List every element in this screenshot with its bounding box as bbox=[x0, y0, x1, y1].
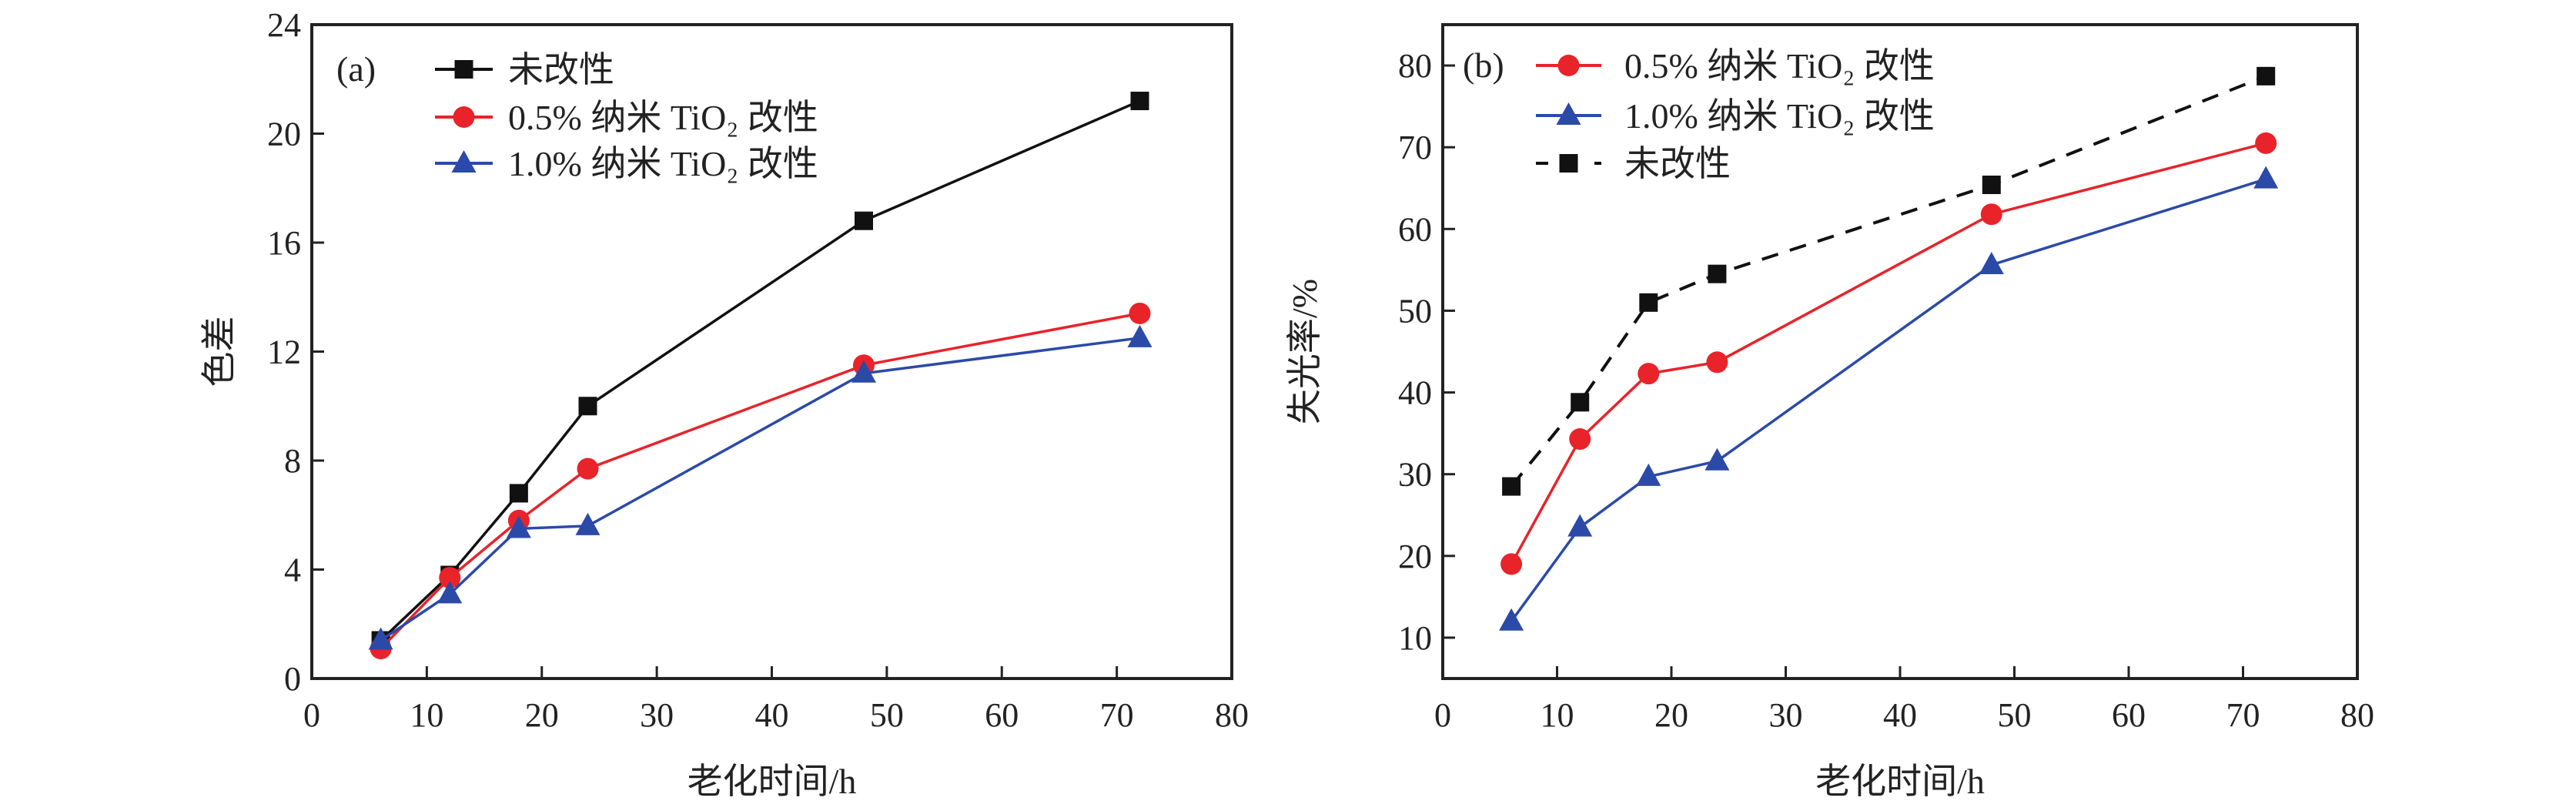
x-tick-label: 0 bbox=[1434, 696, 1451, 734]
legend-marker bbox=[453, 106, 475, 128]
x-tick-label: 50 bbox=[870, 696, 904, 734]
y-tick-label: 20 bbox=[1398, 538, 1432, 575]
legend-label: 1.0% 纳米 TiO₂ 改性 bbox=[508, 144, 818, 183]
data-point bbox=[851, 360, 876, 383]
x-tick-label: 20 bbox=[525, 696, 559, 734]
series-1 bbox=[1499, 166, 2279, 631]
y-tick-label: 40 bbox=[1398, 374, 1432, 412]
data-point bbox=[439, 567, 461, 589]
legend-label: 未改性 bbox=[508, 50, 614, 89]
data-point bbox=[1569, 428, 1591, 451]
series-line bbox=[1510, 177, 2267, 622]
y-tick-label: 20 bbox=[267, 116, 301, 153]
y-tick-label: 70 bbox=[1398, 129, 1432, 166]
legend-marker bbox=[454, 60, 473, 79]
y-tick-label: 10 bbox=[1398, 619, 1432, 657]
x-tick-label: 80 bbox=[1215, 696, 1249, 734]
y-tick-label: 80 bbox=[1398, 47, 1432, 85]
series-2 bbox=[1502, 66, 2276, 496]
y-tick-label: 60 bbox=[1398, 210, 1432, 248]
data-point bbox=[2257, 66, 2276, 85]
data-point bbox=[1979, 252, 2004, 275]
legend-label: 1.0% 纳米 TiO₂ 改性 bbox=[1624, 96, 1935, 136]
data-point bbox=[1980, 203, 2002, 226]
chart-b: 0 10 20 30 40 50 60 70 80 10 20 30 40 50 60 70 80 老化时间/h 失… bbox=[1285, 23, 2374, 801]
x-tick-label: 10 bbox=[410, 696, 443, 734]
data-point bbox=[577, 457, 599, 480]
data-point bbox=[2255, 132, 2277, 154]
data-point bbox=[1499, 608, 1524, 631]
y-tick-label: 12 bbox=[267, 333, 301, 371]
legend-marker bbox=[451, 150, 477, 173]
series-0 bbox=[1500, 132, 2277, 575]
series-line bbox=[380, 312, 1140, 650]
legend-label: 0.5% 纳米 TiO₂ 改性 bbox=[1624, 46, 1935, 85]
x-axis-label: 老化时间/h bbox=[1815, 762, 1985, 801]
chart-a: 0 10 20 30 40 50 60 70 80 0 4 8 12 16 20 24 老化时间/h 色差 (a) 未… bbox=[199, 6, 1249, 801]
data-point bbox=[578, 397, 597, 416]
legend-label: 0.5% 纳米 TiO₂ 改性 bbox=[508, 98, 818, 137]
data-point bbox=[1567, 514, 1593, 537]
y-tick-label: 50 bbox=[1398, 292, 1432, 330]
legend-marker bbox=[1557, 55, 1580, 76]
data-point bbox=[1638, 363, 1660, 385]
y-tick-label: 24 bbox=[267, 6, 301, 44]
data-point bbox=[1705, 447, 1730, 471]
y-tick-label: 8 bbox=[284, 442, 301, 480]
x-tick-label: 60 bbox=[985, 696, 1019, 734]
data-point bbox=[506, 515, 531, 538]
legend-marker bbox=[1556, 102, 1581, 125]
data-point bbox=[1130, 92, 1149, 111]
x-tick-label: 70 bbox=[1100, 696, 1134, 734]
data-point bbox=[1706, 351, 1728, 374]
series-line bbox=[1510, 142, 2267, 565]
data-point bbox=[437, 581, 463, 604]
panel-label: (b) bbox=[1463, 45, 1504, 85]
x-tick-label: 70 bbox=[2226, 696, 2260, 734]
series-2 bbox=[368, 324, 1153, 650]
data-point bbox=[368, 627, 393, 650]
data-point bbox=[855, 211, 873, 230]
legend-label: 未改性 bbox=[1624, 144, 1731, 183]
x-tick-label: 30 bbox=[640, 696, 674, 734]
data-point bbox=[1636, 463, 1661, 486]
x-tick-label: 60 bbox=[2112, 696, 2146, 734]
series-1 bbox=[370, 302, 1151, 660]
series-line bbox=[380, 99, 1141, 642]
y-axis-label: 色差 bbox=[199, 317, 239, 387]
series-line bbox=[380, 337, 1140, 642]
y-axis-label: 失光率/% bbox=[1285, 279, 1324, 424]
panel-label: (a) bbox=[336, 49, 376, 89]
x-tick-label: 40 bbox=[1883, 696, 1917, 734]
x-tick-label: 30 bbox=[1769, 696, 1803, 734]
data-point bbox=[509, 484, 528, 503]
legend-marker bbox=[1559, 154, 1578, 173]
y-tick-label: 30 bbox=[1398, 456, 1432, 494]
data-point bbox=[575, 512, 601, 535]
data-point bbox=[2253, 166, 2279, 189]
data-point bbox=[1982, 176, 2001, 195]
x-tick-label: 40 bbox=[755, 696, 789, 734]
x-tick-label: 10 bbox=[1541, 696, 1574, 734]
data-point bbox=[1502, 477, 1521, 496]
x-axis-label: 老化时间/h bbox=[687, 762, 857, 801]
x-tick-label: 80 bbox=[2340, 696, 2374, 734]
y-tick-label: 0 bbox=[284, 660, 301, 698]
data-point bbox=[1127, 324, 1153, 347]
data-point bbox=[1708, 264, 1727, 283]
x-tick-label: 50 bbox=[1998, 696, 2032, 734]
data-point bbox=[1571, 393, 1590, 412]
data-point bbox=[1500, 553, 1523, 575]
y-tick-label: 4 bbox=[284, 551, 301, 589]
x-tick-label: 0 bbox=[303, 696, 320, 734]
data-point bbox=[1639, 293, 1658, 312]
y-tick-label: 16 bbox=[267, 224, 301, 262]
series-line bbox=[1510, 74, 2267, 488]
x-tick-label: 20 bbox=[1654, 696, 1688, 734]
data-point bbox=[1129, 302, 1151, 324]
